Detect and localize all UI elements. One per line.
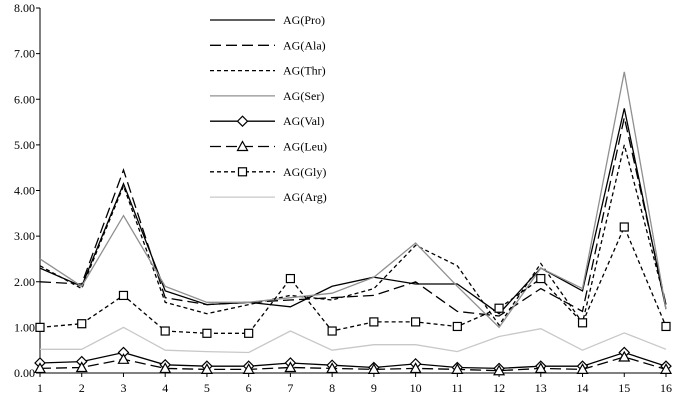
legend-entry-agval: AG(Val) [210,114,324,128]
data-point-aggly [285,273,295,284]
x-tick-label: 3 [120,381,126,395]
legend-marker [236,140,249,152]
series-line-agval [39,351,667,370]
data-point-agleu [659,363,673,374]
x-axis: 1 2 3 4 5 6 7 8 9 10 11 12 13 14 15 16 [37,372,672,395]
series-line-agser [39,71,667,329]
data-point-agleu [367,363,380,374]
x-tick-label: 7 [287,381,293,395]
y-tick-label: 4.00 [14,184,35,198]
legend-label: AG(Ser) [283,89,324,103]
x-tick-label: 16 [660,381,672,395]
series-agser [39,71,667,329]
x-tick-label: 4 [162,381,168,395]
x-tick-label: 10 [410,381,422,395]
series-aggly [35,222,671,338]
series-agarg [40,326,667,354]
data-point-aggly [244,328,254,338]
legend-label: AG(Ala) [283,38,326,52]
data-point-agleu [242,363,255,374]
x-tick-label: 11 [452,381,464,395]
series-line-aggly [39,225,667,334]
legend-label: AG(Pro) [283,13,325,27]
data-point-aggly [577,318,588,328]
x-tick-label: 12 [493,381,505,395]
legend-entry-agleu: AG(Leu) [210,140,327,154]
y-tick-label: 0.00 [14,366,35,380]
legend-marker [236,115,249,128]
legend-entry-agpro: AG(Pro) [210,13,325,27]
x-tick-label: 6 [246,381,252,395]
x-tick-label: 9 [371,381,377,395]
x-tick-label: 2 [79,381,85,395]
y-tick-label: 1.00 [14,320,35,334]
data-point-agleu [75,361,88,373]
y-tick-label: 3.00 [14,229,35,243]
legend-label: AG(Gly) [283,165,326,179]
series-line-agarg [40,326,667,354]
data-point-agleu [618,350,631,362]
legend-entry-aggly: AG(Gly) [210,165,326,179]
data-point-aggly [452,321,462,332]
series-lines [33,71,673,376]
x-tick-label: 13 [535,381,547,395]
data-point-aggly [536,273,546,284]
legend-label: AG(Val) [283,114,324,128]
x-tick-label: 8 [329,381,335,395]
series-line-agleu [39,356,667,372]
data-point-aggly [77,319,87,329]
x-tick-label: 5 [204,381,210,395]
series-agala [39,117,667,317]
data-point-aggly [160,326,170,336]
x-tick-label: 14 [577,381,589,395]
legend-marker [237,167,248,177]
data-point-agleu [326,362,339,374]
data-point-agleu [409,362,422,374]
data-point-aggly [202,328,212,338]
data-point-agleu [117,353,130,364]
legend-entry-agarg: AG(Arg) [210,190,327,204]
x-tick-label: 1 [37,381,43,395]
series-line-agala [39,117,667,317]
series-agthr [39,144,667,327]
data-point-agleu [451,363,464,374]
x-tick-label: 15 [618,381,630,395]
series-agleu [33,350,673,376]
legend-label: AG(Thr) [283,64,326,78]
legend-label: AG(Arg) [283,190,327,204]
legend-entry-agthr: AG(Thr) [210,64,326,78]
y-tick-label: 6.00 [14,92,35,106]
data-point-aggly [369,317,379,327]
data-point-aggly [494,303,504,313]
y-tick-label: 7.00 [14,47,35,61]
y-tick-label: 8.00 [14,1,35,15]
series-line-agthr [39,144,667,327]
legend-entry-agser: AG(Ser) [210,89,324,103]
data-point-aggly [661,321,671,332]
data-point-aggly [327,326,337,336]
data-point-agleu [534,362,547,374]
data-point-agleu [284,361,297,373]
legend-entry-agala: AG(Ala) [210,38,326,52]
series-line-agpro [39,108,667,315]
y-tick-label: 2.00 [14,275,35,289]
data-point-agleu [493,364,506,376]
data-point-agleu [576,363,589,374]
data-point-agleu [33,362,47,374]
data-point-aggly [619,222,629,232]
legend: AG(Pro) AG(Ala) AG(Thr) AG(Ser) AG(Val) AG(Le… [210,13,327,204]
series-agpro [39,108,667,315]
data-point-aggly [35,322,45,332]
data-point-agleu [200,363,213,374]
data-point-aggly [411,317,421,327]
data-point-aggly [118,290,129,301]
data-point-agleu [159,362,172,374]
legend-label: AG(Leu) [283,140,327,154]
y-axis: 0.00 1.00 2.00 3.00 4.00 5.00 6.00 7.00 8.00 [14,1,41,380]
y-tick-label: 5.00 [14,138,35,152]
